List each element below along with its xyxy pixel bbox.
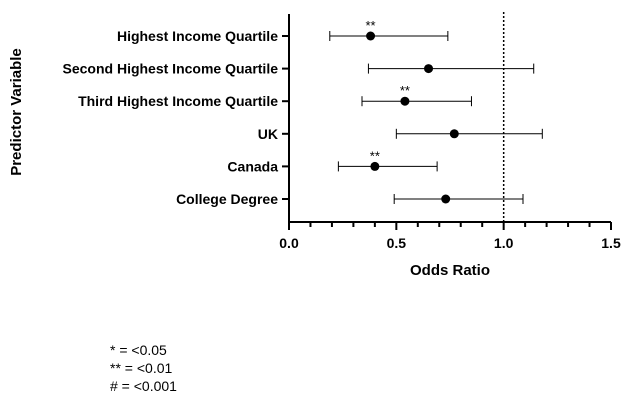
significance-legend: * = <0.05 ** = <0.01 # = <0.001 xyxy=(110,341,177,395)
x-axis-title: Odds Ratio xyxy=(410,262,490,279)
significance-mark: ** xyxy=(400,83,410,98)
significance-mark: ** xyxy=(366,18,376,33)
y-axis-title: Predictor Variable xyxy=(8,48,25,176)
ticks-layer: 0.0 0.5 1.0 1.5 xyxy=(279,222,621,251)
odds-ratio-point xyxy=(400,96,410,106)
legend-line-1: * = <0.05 xyxy=(110,342,167,358)
significance-mark: ** xyxy=(370,148,380,163)
odds-ratio-point xyxy=(449,129,459,139)
legend-line-3: # = <0.001 xyxy=(110,378,177,394)
category-label: Second Highest Income Quartile xyxy=(63,61,279,77)
category-label: Canada xyxy=(227,158,278,174)
x-tick-label: 1.5 xyxy=(601,235,621,251)
axes-layer xyxy=(288,12,611,223)
odds-ratio-point xyxy=(424,64,434,74)
odds-ratio-point xyxy=(441,194,451,204)
legend-line-2: ** = <0.01 xyxy=(110,360,173,376)
x-tick-label: 0.5 xyxy=(387,235,407,251)
rows-layer: Highest Income Quartile ** Second Highest … xyxy=(63,18,543,207)
x-tick-label: 0.0 xyxy=(279,235,299,251)
category-label: UK xyxy=(258,126,278,142)
x-tick-label: 1.0 xyxy=(494,235,514,251)
category-label: Third Highest Income Quartile xyxy=(78,93,278,109)
category-label: Highest Income Quartile xyxy=(117,28,278,44)
odds-ratio-point xyxy=(366,31,376,41)
category-label: College Degree xyxy=(176,191,278,207)
odds-ratio-point xyxy=(370,161,380,171)
